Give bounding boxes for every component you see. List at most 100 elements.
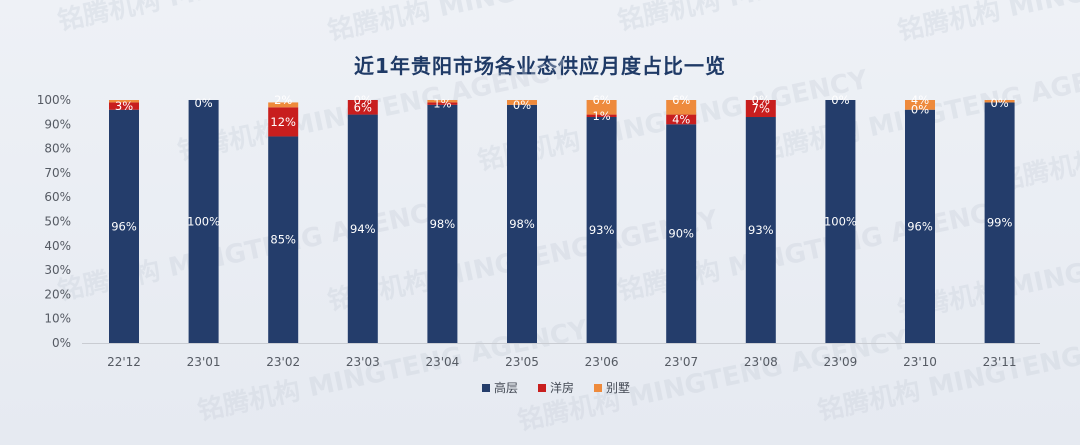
bar-group: 100% 0% <box>187 96 220 343</box>
bar-segment <box>109 109 139 343</box>
data-label: 93% <box>589 223 615 237</box>
bar-group: 98% 0% <box>507 98 537 343</box>
data-label: 0% <box>194 96 212 110</box>
x-tick-label: 23'02 <box>266 355 300 369</box>
bar-segment <box>825 100 856 343</box>
x-tick-label: 23'04 <box>425 355 459 369</box>
bars: 96%3%100%0%85%12%2%94%6%0%98%1%98%0%93%1… <box>109 93 1015 344</box>
y-tick-label: 80% <box>44 142 71 156</box>
bar-group: 96% 3% <box>109 99 139 343</box>
bar-segment <box>268 102 299 108</box>
bar-segment <box>745 100 776 118</box>
data-label: 6% <box>592 93 610 107</box>
data-label: 0% <box>513 98 531 112</box>
bar-group: 94% 6%0% <box>347 93 378 343</box>
legend-swatch <box>482 384 490 392</box>
bar-segment <box>268 136 299 343</box>
data-label: 94% <box>350 222 376 236</box>
legend-swatch <box>594 384 602 392</box>
x-axis: 22'12 23'01 23'02 23'03 23'04 23'05 23'06 23'07… <box>82 343 1040 369</box>
data-label: 6% <box>354 100 372 114</box>
legend-item: 洋房 <box>538 380 574 395</box>
bar-segment <box>507 100 537 105</box>
data-label: 0% <box>831 93 849 107</box>
x-tick-label: 23'09 <box>823 355 857 369</box>
y-axis: 0% 10% 20% 30% 40% 50% 60% 70% 80% 90% 100% <box>37 93 71 350</box>
bar-segment <box>427 104 458 343</box>
data-label: 85% <box>270 233 296 247</box>
bar-group: 96% 0%4% <box>905 93 935 343</box>
y-tick-label: 70% <box>44 166 71 180</box>
bar-segment <box>586 114 617 118</box>
bar-segment <box>586 100 617 115</box>
bar-segment <box>109 102 139 110</box>
x-tick-label: 23'11 <box>983 355 1017 369</box>
y-tick-label: 20% <box>44 287 71 301</box>
data-label: 98% <box>509 217 535 231</box>
bar-segment <box>347 114 378 343</box>
x-tick-label: 23'05 <box>505 355 539 369</box>
data-label: 0% <box>990 96 1008 110</box>
x-tick-label: 23'07 <box>664 355 698 369</box>
bar-segment <box>905 109 935 343</box>
data-label: 2% <box>274 93 292 107</box>
x-tick-label: 23'08 <box>744 355 778 369</box>
bar-segment <box>268 107 299 137</box>
data-label: 100% <box>187 215 220 229</box>
legend-item: 高层 <box>482 380 518 395</box>
bar-group: 100% 0% <box>824 93 857 343</box>
data-label: 3% <box>115 99 133 113</box>
legend-label: 别墅 <box>606 381 630 395</box>
data-label: 0% <box>354 93 372 107</box>
data-label: 100% <box>824 215 857 229</box>
x-tick-label: 23'10 <box>903 355 937 369</box>
data-label: 0% <box>752 93 770 107</box>
bar-segment <box>188 100 219 343</box>
bar-segment <box>745 117 776 343</box>
bar-segment <box>905 100 935 110</box>
y-tick-label: 0% <box>52 336 71 350</box>
x-tick-label: 23'06 <box>585 355 619 369</box>
bar-segment <box>427 100 458 103</box>
bar-segment <box>666 100 697 115</box>
bar-segment <box>427 102 458 105</box>
bar-segment <box>507 104 537 343</box>
bar-segment <box>666 124 697 343</box>
legend-item: 别墅 <box>594 381 630 395</box>
bar-group: 90% 4% 6% <box>666 93 697 343</box>
y-tick-label: 50% <box>44 215 71 229</box>
y-tick-label: 60% <box>44 190 71 204</box>
x-tick-label: 23'03 <box>346 355 380 369</box>
bar-segment <box>666 114 697 125</box>
data-label: 1% <box>592 109 610 123</box>
bar-group: 85% 12% 2% <box>268 93 299 343</box>
data-label: 12% <box>270 115 296 129</box>
bar-segment <box>984 100 1015 103</box>
bar-segment <box>109 100 139 103</box>
data-label: 98% <box>430 217 456 231</box>
x-tick-label: 23'01 <box>187 355 221 369</box>
data-label: 93% <box>748 223 774 237</box>
data-label: 4% <box>672 112 690 126</box>
data-label: 1% <box>433 97 451 111</box>
y-tick-label: 10% <box>44 312 71 326</box>
data-label: 6% <box>672 93 690 107</box>
data-label: 96% <box>111 219 137 233</box>
chart-title: 近1年贵阳市场各业态供应月度占比一览 <box>354 54 726 78</box>
bar-group: 99% 0% <box>984 96 1015 344</box>
data-label: 7% <box>752 102 770 116</box>
y-tick-label: 100% <box>37 93 71 107</box>
data-label: 99% <box>987 216 1013 230</box>
legend: 高层 洋房 别墅 <box>482 380 630 395</box>
data-label: 96% <box>907 219 933 233</box>
y-tick-label: 90% <box>44 117 71 131</box>
y-tick-label: 40% <box>44 239 71 253</box>
bar-group: 93% 1% 6% <box>586 93 617 343</box>
legend-label: 高层 <box>494 380 518 395</box>
data-label: 0% <box>911 103 929 117</box>
x-tick-label: 22'12 <box>107 355 141 369</box>
data-label: 4% <box>911 93 929 107</box>
watermark-text: 铭腾机构 MINGTENG AGENCY <box>895 0 1080 47</box>
